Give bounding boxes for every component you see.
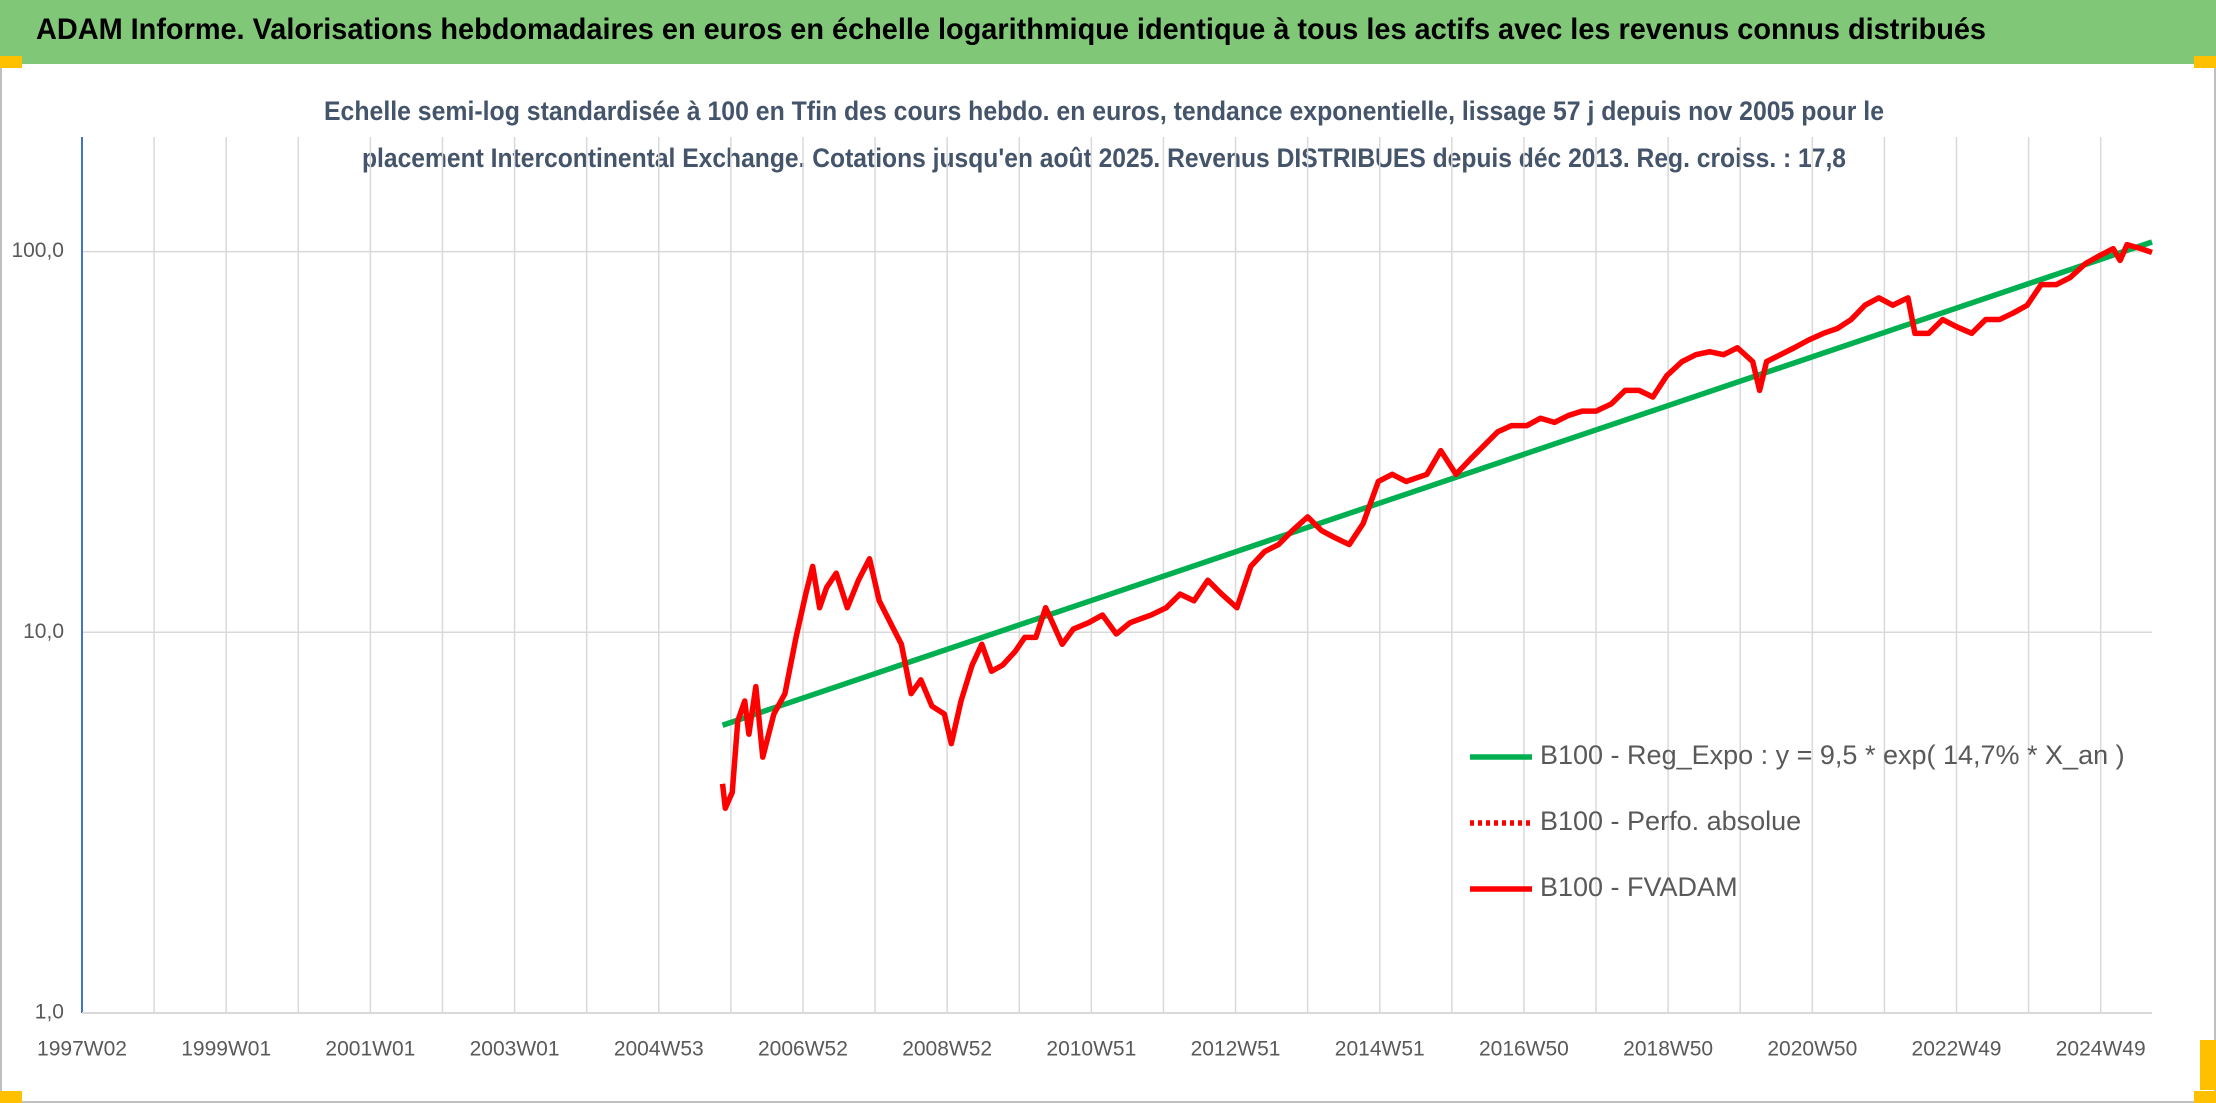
x-tick-label: 2008W52 [902,1038,992,1061]
x-tick-label: 2018W50 [1623,1038,1713,1061]
x-tick-label: 2004W53 [614,1038,704,1061]
corner [2194,56,2216,68]
legend-label: B100 - FVADAM [1540,872,1738,902]
x-tick-label: 2014W51 [1335,1038,1425,1061]
corner [0,56,22,68]
y-tick-label: 100,0 [11,239,64,262]
x-tick-label: 2001W01 [325,1038,415,1061]
x-tick-label: 2010W51 [1046,1038,1136,1061]
x-tick-label: 2022W49 [1912,1038,2002,1061]
x-tick-label: 2006W52 [758,1038,848,1061]
legend-label: B100 - Perfo. absolue [1540,806,1801,836]
x-tick-label: 1997W02 [37,1038,127,1061]
y-tick-label: 10,0 [23,620,64,643]
corner [2200,1040,2216,1090]
x-tick-label: 2003W01 [470,1038,560,1061]
header-bar [0,0,2216,64]
corner [2194,1091,2216,1103]
x-tick-label: 2016W50 [1479,1038,1569,1061]
legend: B100 - Reg_Expo : y = 9,5 * exp( 14,7% *… [1470,740,2125,902]
series-line [719,241,2153,812]
chart-subtitle: placement Intercontinental Exchange. Cot… [362,143,1846,173]
x-tick-label: 1999W01 [181,1038,271,1061]
x-tick-label: 2024W49 [2056,1038,2146,1061]
x-tick-label: 2020W50 [1767,1038,1857,1061]
corner [0,1091,22,1103]
legend-label: B100 - Reg_Expo : y = 9,5 * exp( 14,7% *… [1540,740,2125,770]
chart-title: ADAM Informe. Valorisations hebdomadaire… [36,13,1986,46]
x-tick-label: 2012W51 [1191,1038,1281,1061]
plot [719,239,2153,812]
chart-subtitle: Echelle semi-log standardisée à 100 en T… [324,96,1884,126]
y-tick-label: 1,0 [35,1001,64,1024]
